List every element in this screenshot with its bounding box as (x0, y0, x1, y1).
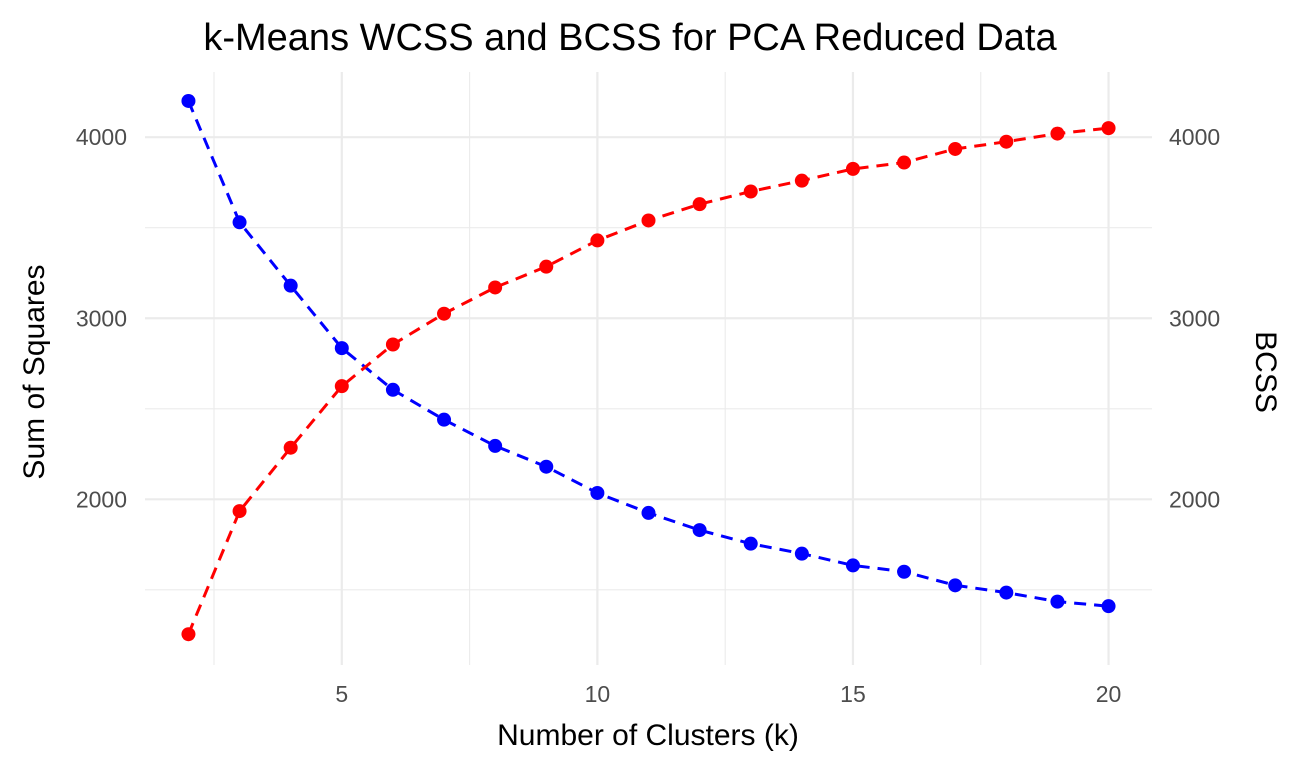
series-2-point (1050, 126, 1065, 141)
y-tick-label-right: 2000 (1169, 486, 1220, 512)
series-2-point (641, 213, 656, 228)
series-layer (181, 93, 1116, 642)
series-2-point (385, 337, 400, 352)
series-1-point (845, 558, 860, 573)
series-2-point (845, 161, 860, 176)
y-axis-title: Sum of Squares (18, 264, 51, 479)
x-tick-label: 10 (585, 681, 611, 707)
x-tick-label: 20 (1096, 681, 1122, 707)
series-2-point (999, 134, 1014, 149)
series-1-point (743, 536, 758, 551)
series-1-point (692, 523, 707, 538)
series-1-point (794, 546, 809, 561)
series-1-point (232, 215, 247, 230)
series-1-point (590, 485, 605, 500)
series-1-point (1101, 599, 1116, 614)
series-1-point (488, 438, 503, 453)
series-2-point (181, 627, 196, 642)
x-axis-title: Number of Clusters (k) (497, 719, 799, 752)
series-2-point (232, 504, 247, 519)
y-tick-label-right: 4000 (1169, 124, 1220, 150)
series-2-point (743, 184, 758, 199)
series-1-point (999, 585, 1014, 600)
y-tick-label: 4000 (76, 124, 127, 150)
series-2-point (794, 173, 809, 188)
y-axis-title-right: BCSS (1249, 331, 1282, 413)
series-line-2 (187, 126, 1109, 635)
x-tick-label: 15 (840, 681, 866, 707)
series-2-point (1101, 121, 1116, 136)
series-2-point (590, 233, 605, 248)
series-1-point (437, 412, 452, 427)
series-2-point (692, 197, 707, 212)
y-tick-label: 3000 (76, 305, 127, 331)
series-1-point (385, 382, 400, 397)
series-1-point (181, 93, 196, 108)
series-1-point (1050, 594, 1065, 609)
grid (145, 72, 1152, 665)
series-1-point (334, 341, 349, 356)
tick-labels: 5 10 15 20 2000 3000 4000 2000 3000 4000 (76, 124, 1220, 707)
series-2-point (437, 306, 452, 321)
y-tick-label: 2000 (76, 486, 127, 512)
series-1-point (897, 564, 912, 579)
series-2-point (948, 141, 963, 156)
series-1-point (641, 505, 656, 520)
series-1-point (948, 578, 963, 593)
series-1-point (283, 278, 298, 293)
series-2-point (488, 280, 503, 295)
series-2-point (897, 155, 912, 170)
y-tick-label-right: 3000 (1169, 305, 1220, 331)
chart-title: k-Means WCSS and BCSS for PCA Reduced Da… (203, 17, 1057, 59)
series-2-point (334, 379, 349, 394)
series-2-point (539, 259, 554, 274)
series-line-1 (187, 100, 1109, 608)
series-1-point (539, 459, 554, 474)
series-2-point (283, 440, 298, 455)
x-tick-label: 5 (335, 681, 348, 707)
